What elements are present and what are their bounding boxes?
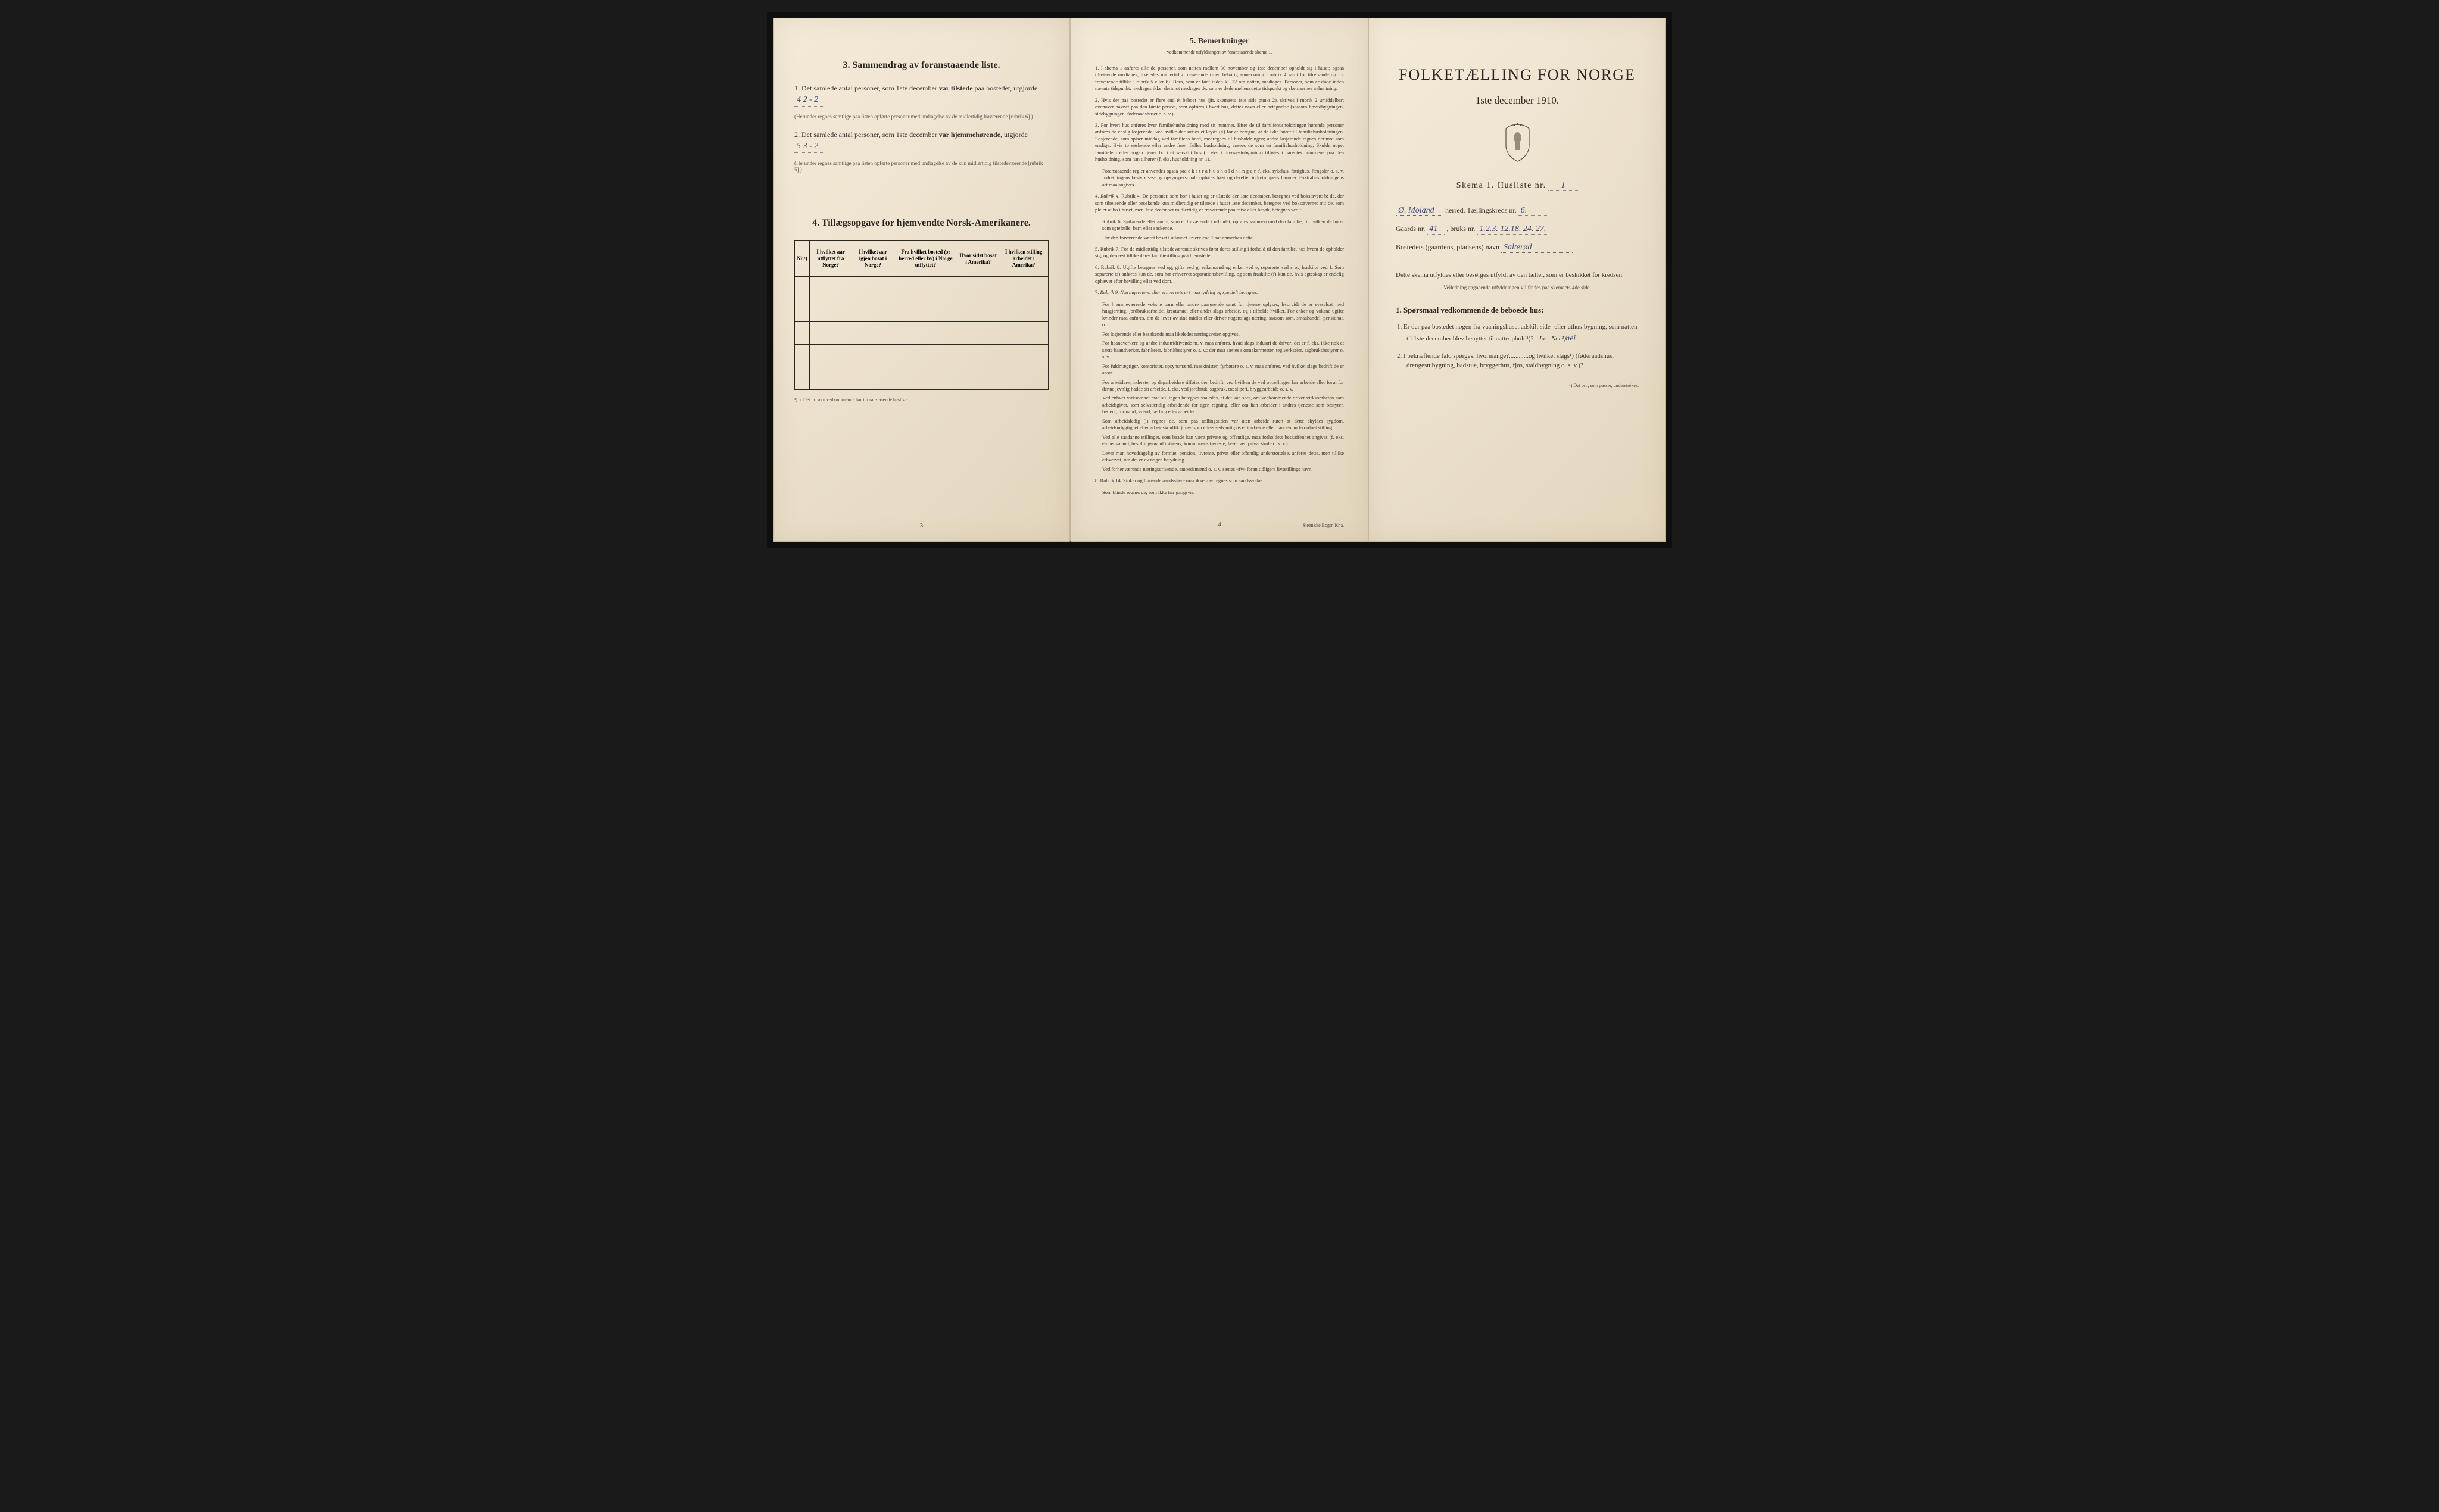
- gaards-line: Gaards nr. 41 , bruks nr. 1.2.3. 12.18. …: [1396, 224, 1639, 235]
- amerikanere-table: Nr.¹) I hvilket aar utflyttet fra Norge?…: [794, 240, 1049, 390]
- right-footnote: ¹) Det ord, som passer, understrekes.: [1396, 383, 1639, 388]
- table-row: [795, 299, 1049, 322]
- col-bosat: I hvilket aar igjen bosat i Norge?: [852, 241, 894, 277]
- main-title: FOLKETÆLLING FOR NORGE: [1396, 66, 1639, 84]
- section-3-title: 3. Sammendrag av foranstaaende liste.: [794, 60, 1049, 71]
- remark-3: 3. For hvert hus anføres hver familiehus…: [1095, 122, 1344, 163]
- remark-4c: Har den fraværende været bosat i utlande…: [1102, 235, 1344, 241]
- page-number-3: 3: [920, 522, 924, 529]
- remark-7i: Lever man hovedsagelig av formue, pensio…: [1102, 450, 1344, 464]
- remark-7b: For losjerende eller besøkende maa likel…: [1102, 331, 1344, 338]
- q1-answer: nei: [1573, 332, 1590, 345]
- remark-7h: Ved alle saadanne stillinger, som baade …: [1102, 434, 1344, 448]
- question-2: 2. I bekræftende fald spørges: hvormange…: [1406, 351, 1639, 371]
- page-3: 3. Sammendrag av foranstaaende liste. 1.…: [773, 18, 1071, 542]
- remark-7e: For arbeidere, inderster og dagarbeidere…: [1102, 379, 1344, 393]
- table-row: [795, 345, 1049, 367]
- printer-note: Steen'ske Bogtr. Kr.a.: [1303, 523, 1344, 529]
- skema-line: Skema 1. Husliste nr. 1: [1396, 181, 1639, 191]
- remark-7g: Som arbeidsledig (l) regnes de, som paa …: [1102, 418, 1344, 432]
- remark-7d: For fuldmægtiger, kontorister, opsynsmæn…: [1102, 363, 1344, 377]
- remark-5: 5. Rubrik 7. For de midlertidig tilstede…: [1095, 246, 1344, 260]
- remark-3b: Foranstaaende regler anvendes ogsaa paa …: [1102, 168, 1344, 188]
- coat-of-arms-icon: [1396, 121, 1639, 166]
- page-4: 5. Bemerkninger vedkommende utfyldningen…: [1071, 18, 1368, 542]
- page-number-4: 4: [1218, 520, 1221, 529]
- question-1: 1. Er der paa bostedet nogen fra vaaning…: [1406, 322, 1639, 345]
- remark-4: 4. Rubrik 4. Rubrik 4. De personer, som …: [1095, 193, 1344, 213]
- col-amerika: Hvor sidst bosat i Amerika?: [957, 241, 999, 277]
- table-footnote: ¹) ɔ: Det nr. som vedkommende har i fora…: [794, 397, 1049, 402]
- remark-4b: Rubrik 6. Sjøfarende eller andre, som er…: [1102, 218, 1344, 232]
- col-utflyttet: I hvilket aar utflyttet fra Norge?: [809, 241, 852, 277]
- section-5-subtitle: vedkommende utfyldningen av foranstaaend…: [1095, 49, 1344, 56]
- document-trifold: 3. Sammendrag av foranstaaende liste. 1.…: [767, 12, 1672, 548]
- section-4-title: 4. Tillægsopgave for hjemvendte Norsk-Am…: [794, 218, 1049, 229]
- bosted-line: Bostedets (gaardens, pladsens) navn Salt…: [1396, 243, 1639, 253]
- item-2: 2. Det samlede antal personer, som 1ste …: [794, 129, 1049, 153]
- col-stilling: I hvilken stilling arbeidet i Amerika?: [999, 241, 1049, 277]
- date-line: 1ste december 1910.: [1396, 95, 1639, 107]
- item-1-fine: (Herunder regnes samtlige paa listen opf…: [794, 114, 1049, 121]
- table-header-row: Nr.¹) I hvilket aar utflyttet fra Norge?…: [795, 241, 1049, 277]
- remark-6: 6. Rubrik 8. Ugifte betegnes ved ug, gif…: [1095, 264, 1344, 285]
- herred-line: Ø. Moland herred. Tællingskreds nr. 6.: [1396, 206, 1639, 216]
- remark-7a: For hjemmeværende voksne barn eller andr…: [1102, 301, 1344, 329]
- section-5-title: 5. Bemerkninger: [1095, 36, 1344, 48]
- table-row: [795, 367, 1049, 390]
- remark-1: 1. I skema 1 anføres alle de personer, s…: [1095, 65, 1344, 92]
- bosted-navn: Salterød: [1501, 243, 1573, 253]
- gaards-nr: 41: [1427, 224, 1445, 235]
- kreds-value: 6.: [1518, 206, 1548, 216]
- question-header: 1. Spørsmaal vedkommende de beboede hus:: [1396, 305, 1639, 315]
- item-1-value: 4 2 - 2: [794, 93, 824, 107]
- item-2-fine: (Herunder regnes samtlige paa listen opf…: [794, 160, 1049, 174]
- remark-7f: Ved enhver virksomhet maa stillingen bet…: [1102, 395, 1344, 415]
- remark-7j: Ved forhenværende næringsdrivende, embed…: [1102, 466, 1344, 473]
- remark-7c: For haandverkere og andre industridriven…: [1102, 340, 1344, 360]
- col-bosted: Fra hvilket bosted (ɔ: herred eller by) …: [894, 241, 957, 277]
- remark-2: 2. Hvis der paa bostedet er flere end ét…: [1095, 97, 1344, 117]
- item-2-value: 5 3 - 2: [794, 140, 824, 153]
- page-title: FOLKETÆLLING FOR NORGE 1ste december 191…: [1368, 18, 1666, 542]
- remark-8b: Som blinde regnes de, som ikke har gangs…: [1102, 489, 1344, 496]
- husliste-nr: 1: [1548, 181, 1578, 191]
- instruction: Dette skema utfyldes eller besørges utfy…: [1396, 271, 1639, 280]
- item-1: 1. Det samlede antal personer, som 1ste …: [794, 83, 1049, 107]
- instruction-sub: Veiledning angaaende utfyldningen vil fi…: [1396, 285, 1639, 290]
- bruks-nr: 1.2.3. 12.18. 24. 27.: [1477, 224, 1548, 235]
- remark-7: 7. Rubrik 9. Næringsveiens eller erhverv…: [1095, 289, 1344, 296]
- remark-8: 8. Rubrik 14. Sinker og lignende aandssl…: [1095, 477, 1344, 484]
- table-row: [795, 277, 1049, 299]
- herred-value: Ø. Moland: [1396, 206, 1443, 216]
- col-nr: Nr.¹): [795, 241, 810, 277]
- table-row: [795, 322, 1049, 345]
